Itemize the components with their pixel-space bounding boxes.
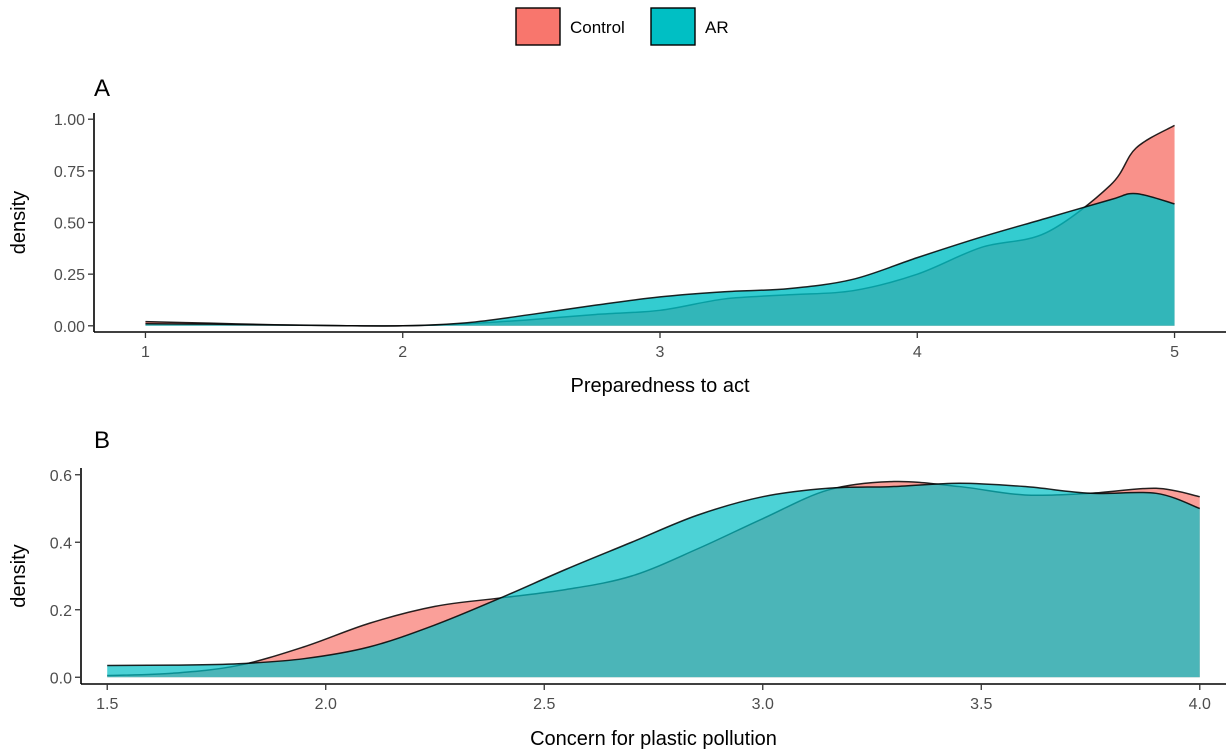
y-tick-label: 0.4	[50, 535, 72, 552]
y-tick-label: 0.75	[54, 164, 85, 181]
density-area-ar	[145, 193, 1175, 326]
y-tick-label: 0.50	[54, 216, 85, 233]
y-tick-label: 0.6	[50, 468, 72, 485]
x-tick-label: 3	[656, 344, 665, 361]
legend-key-control	[515, 7, 561, 46]
panel-b: B 0.0 0.2 0.4 0.6 1.5 2.0 2.5 3.0 3.5 4.0 Concern f…	[8, 427, 1226, 750]
density-line-ar	[107, 482, 1201, 667]
x-tick-label: 2.5	[533, 696, 555, 713]
y-tick-label: 0.2	[50, 603, 72, 620]
density-line-ar	[145, 192, 1175, 327]
x-tick-label: 2	[398, 344, 407, 361]
x-tick-label: 3.0	[752, 696, 774, 713]
x-tick-label: 4	[913, 344, 922, 361]
legend-item-ar: AR	[650, 7, 729, 46]
y-tick-label: 1.00	[54, 112, 85, 129]
legend: Control AR	[515, 7, 729, 46]
x-tick-label: 1.5	[96, 696, 118, 713]
legend-label-ar: AR	[705, 18, 729, 37]
y-axis-title: density	[8, 191, 30, 254]
x-tick-label: 2.0	[315, 696, 337, 713]
x-tick-label: 3.5	[970, 696, 992, 713]
panels: A 0.00 0.25 0.50 0.75 1.00 1 2 3 4 5 Preparedness t…	[8, 75, 1226, 750]
x-tick-label: 1	[141, 344, 150, 361]
y-tick-label: 0.0	[50, 670, 72, 687]
density-area-ar	[107, 483, 1200, 678]
legend-key-ar	[650, 7, 696, 46]
panel-tag: A	[94, 75, 110, 102]
x-axis-title: Concern for plastic pollution	[530, 728, 777, 750]
legend-label-control: Control	[570, 18, 625, 37]
panel-tag: B	[94, 427, 110, 454]
x-tick-label: 4.0	[1189, 696, 1211, 713]
y-tick-label: 0.25	[54, 267, 85, 284]
legend-item-control: Control	[515, 7, 625, 46]
x-tick-label: 5	[1170, 344, 1179, 361]
panel-a: A 0.00 0.25 0.50 0.75 1.00 1 2 3 4 5 Preparedness t…	[8, 75, 1226, 397]
y-tick-label: 0.00	[54, 319, 85, 336]
y-axis-title: density	[8, 544, 30, 607]
x-axis-title: Preparedness to act	[571, 375, 750, 397]
